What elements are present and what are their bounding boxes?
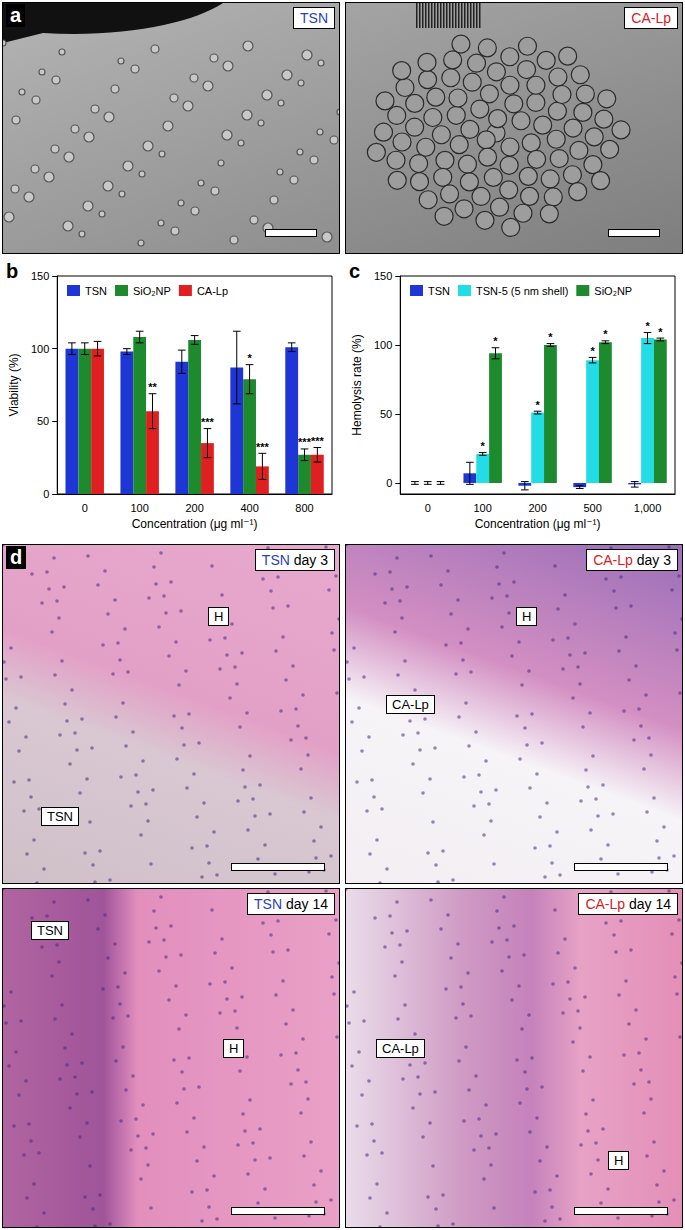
html-text:H: H bbox=[614, 1153, 624, 1168]
svg-text:*: * bbox=[603, 328, 608, 340]
html-text:CA-Lp day 3: CA-Lp day 3 bbox=[593, 552, 671, 568]
svg-text:SiO₂NP: SiO₂NP bbox=[594, 285, 632, 297]
html-text:CA-Lp: CA-Lp bbox=[382, 1041, 419, 1056]
svg-text:***: *** bbox=[311, 435, 325, 447]
svg-text:0: 0 bbox=[82, 502, 88, 514]
svg-text:Concentration (μg ml⁻¹): Concentration (μg ml⁻¹) bbox=[132, 517, 258, 531]
svg-text:CA-Lp: CA-Lp bbox=[197, 285, 228, 297]
html-text:a: a bbox=[10, 4, 22, 26]
svg-text:50: 50 bbox=[37, 415, 49, 427]
svg-text:400: 400 bbox=[240, 502, 258, 514]
html-text:TSN: TSN bbox=[47, 809, 73, 824]
html-text:CA-Lp day 14: CA-Lp day 14 bbox=[585, 896, 671, 912]
svg-text:***: *** bbox=[298, 436, 312, 448]
html-text:d: d bbox=[10, 546, 23, 568]
svg-text:Hemolysis rate (%): Hemolysis rate (%) bbox=[350, 334, 364, 435]
svg-text:*: * bbox=[645, 320, 650, 332]
svg-text:*: * bbox=[493, 335, 498, 347]
svg-text:100: 100 bbox=[473, 502, 491, 514]
svg-text:**: ** bbox=[148, 381, 157, 393]
svg-text:***: *** bbox=[256, 441, 270, 453]
svg-text:0: 0 bbox=[425, 502, 431, 514]
svg-text:500: 500 bbox=[583, 502, 601, 514]
svg-text:*: * bbox=[535, 399, 540, 411]
html-text:CA-Lp: CA-Lp bbox=[392, 697, 429, 712]
svg-text:Concentration (μg ml⁻¹): Concentration (μg ml⁻¹) bbox=[475, 517, 601, 531]
svg-text:1,000: 1,000 bbox=[634, 502, 662, 514]
svg-text:0: 0 bbox=[386, 477, 392, 489]
html-text:H: H bbox=[229, 1041, 239, 1056]
html-text:TSN day 3: TSN day 3 bbox=[261, 552, 328, 568]
html-text:TSN: TSN bbox=[300, 10, 328, 26]
svg-text:*: * bbox=[658, 326, 663, 338]
svg-text:0: 0 bbox=[43, 488, 49, 500]
svg-text:*: * bbox=[247, 352, 252, 364]
html-text:TSN day 14: TSN day 14 bbox=[254, 896, 328, 912]
svg-text:*: * bbox=[590, 345, 595, 357]
svg-text:TSN-5 (5 nm shell): TSN-5 (5 nm shell) bbox=[476, 285, 568, 297]
svg-text:150: 150 bbox=[374, 270, 392, 282]
html-text:H: H bbox=[522, 609, 532, 624]
svg-text:*: * bbox=[548, 331, 553, 343]
html-text:CA-Lp: CA-Lp bbox=[631, 10, 671, 26]
html-text:H: H bbox=[214, 609, 224, 624]
html-text:TSN: TSN bbox=[37, 923, 63, 938]
svg-text:100: 100 bbox=[374, 339, 392, 351]
svg-text:*: * bbox=[481, 440, 486, 452]
svg-text:TSN: TSN bbox=[85, 285, 107, 297]
svg-text:100: 100 bbox=[31, 343, 49, 355]
svg-text:Viability (%): Viability (%) bbox=[7, 353, 21, 416]
svg-text:SiO₂NP: SiO₂NP bbox=[133, 285, 171, 297]
svg-text:50: 50 bbox=[380, 408, 392, 420]
svg-text:200: 200 bbox=[528, 502, 546, 514]
svg-text:150: 150 bbox=[31, 270, 49, 282]
svg-text:TSN: TSN bbox=[428, 285, 450, 297]
html-text:c: c bbox=[349, 260, 361, 282]
html-text:b: b bbox=[6, 260, 19, 282]
svg-text:100: 100 bbox=[130, 502, 148, 514]
svg-text:200: 200 bbox=[185, 502, 203, 514]
svg-text:***: *** bbox=[201, 416, 215, 428]
svg-text:800: 800 bbox=[295, 502, 313, 514]
